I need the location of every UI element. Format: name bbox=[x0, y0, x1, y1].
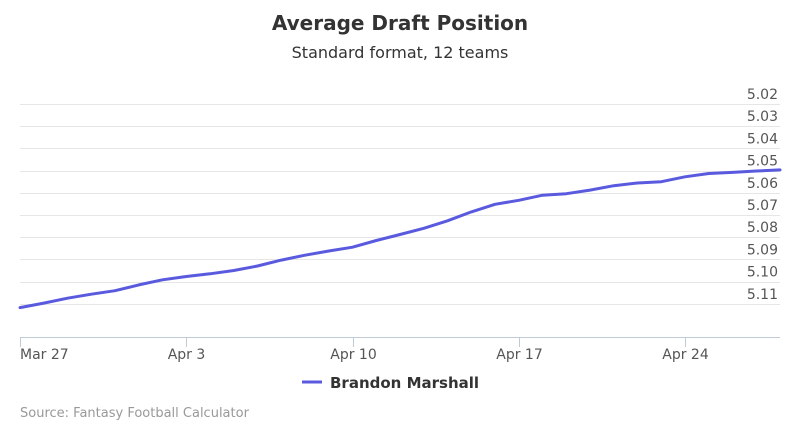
y-tick-label: 5.05 bbox=[747, 154, 778, 170]
y-tick-label: 5.09 bbox=[747, 242, 778, 258]
x-tick-label: Apr 10 bbox=[330, 347, 376, 363]
y-tick-label: 5.11 bbox=[747, 287, 778, 303]
x-axis: Mar 27 Apr 3 Apr 10 Apr 17 Apr 24 bbox=[20, 337, 780, 363]
chart-subtitle: Standard format, 12 teams bbox=[292, 43, 509, 62]
x-tick-label: Apr 3 bbox=[168, 347, 206, 363]
y-tick-label: 5.08 bbox=[747, 220, 778, 236]
y-tick-label: 5.03 bbox=[747, 109, 778, 125]
y-tick-label: 5.04 bbox=[747, 131, 778, 147]
x-tick-label: Mar 27 bbox=[20, 347, 69, 363]
legend-label-brandon-marshall[interactable]: Brandon Marshall bbox=[330, 374, 479, 392]
x-tick-label: Apr 24 bbox=[662, 347, 709, 363]
y-axis: 5.02 5.03 5.04 5.05 5.06 5.07 5.08 5.09 5.10 5.11 bbox=[747, 87, 778, 303]
y-tick-label: 5.10 bbox=[747, 265, 778, 281]
y-tick-label: 5.06 bbox=[747, 176, 778, 192]
y-tick-label: 5.07 bbox=[747, 198, 778, 214]
x-tick-label: Apr 17 bbox=[496, 347, 542, 363]
legend[interactable]: Brandon Marshall bbox=[302, 374, 479, 392]
chart-credits[interactable]: Source: Fantasy Football Calculator bbox=[20, 406, 250, 421]
series-line-brandon-marshall[interactable] bbox=[18, 168, 782, 310]
y-tick-label: 5.02 bbox=[747, 87, 778, 103]
chart-title: Average Draft Position bbox=[272, 11, 528, 35]
plot-area bbox=[18, 168, 782, 310]
